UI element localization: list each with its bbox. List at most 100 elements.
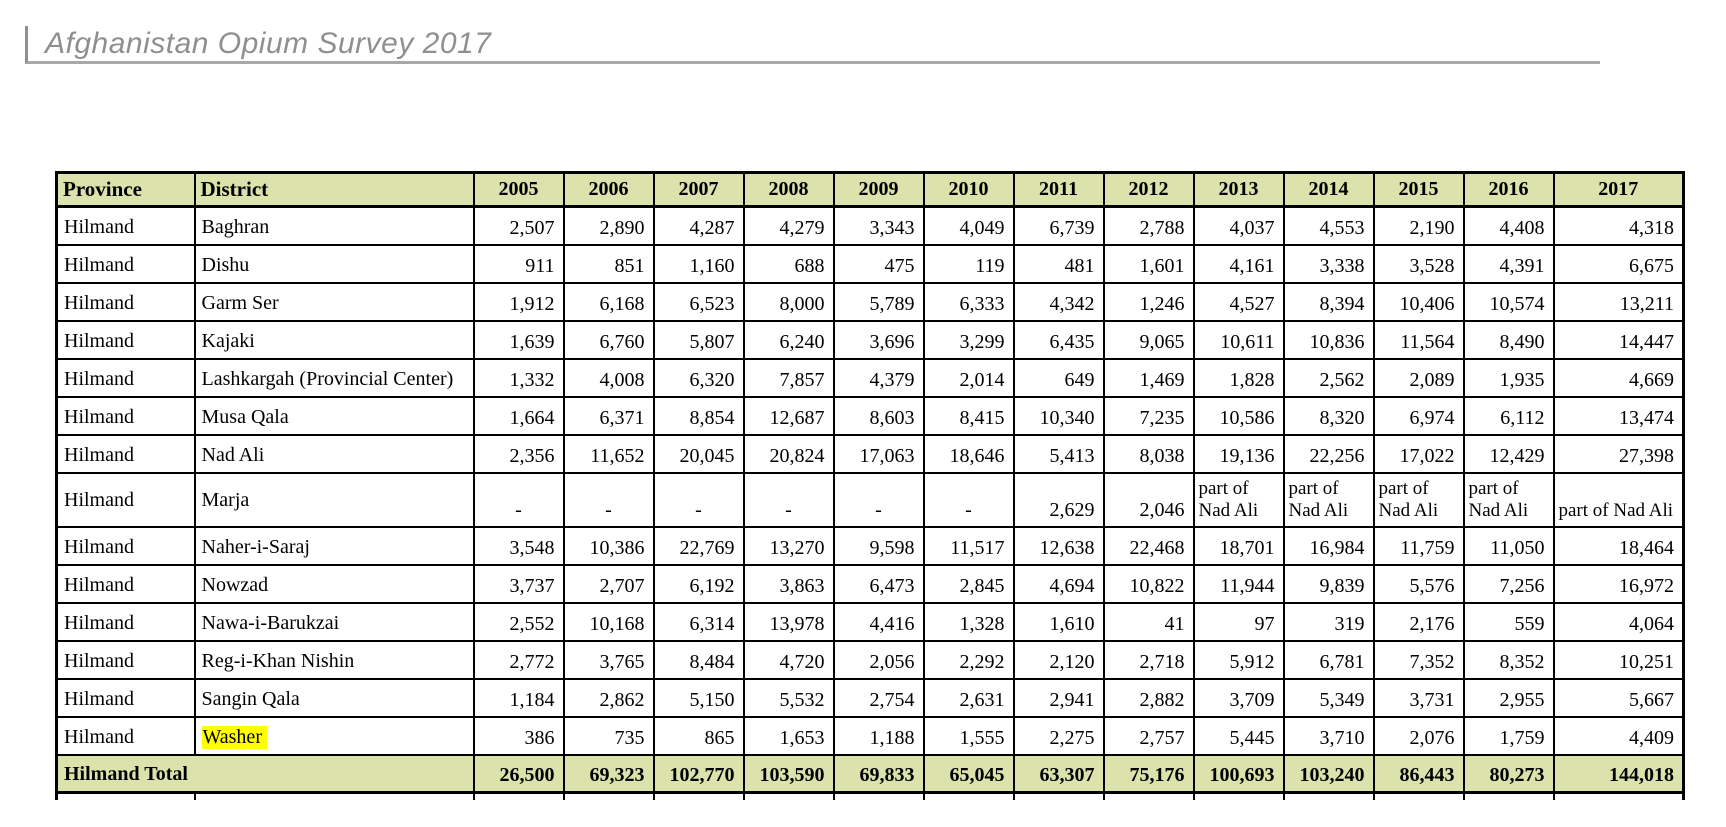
cell-value: 2,120	[1012, 639, 1105, 680]
cell-total-value: 26,500	[472, 753, 565, 794]
cell-value: 3,863	[742, 563, 835, 604]
cell-value: 4,408	[1462, 205, 1555, 246]
cell-value: 2,882	[1102, 677, 1195, 718]
cell-value: 8,038	[1102, 433, 1195, 474]
cell-value: 18,701	[1192, 525, 1285, 566]
cell-province: Hilmand	[55, 525, 196, 566]
cell-province: Hilmand	[55, 601, 196, 642]
cell-province: Hilmand	[55, 433, 196, 474]
cell-value: -	[562, 471, 655, 528]
cell-value: 1,332	[472, 357, 565, 398]
cell-value: 1,639	[472, 319, 565, 360]
cell-value: 5,445	[1192, 715, 1285, 756]
cell-value: 2,707	[562, 563, 655, 604]
cell-value: 14,447	[1552, 319, 1685, 360]
cell-value: 1,184	[472, 677, 565, 718]
cell-value: 6,333	[922, 281, 1015, 322]
cell-value: 9,598	[832, 525, 925, 566]
cell-value: 2,788	[1102, 205, 1195, 246]
cell-value: 4,279	[742, 205, 835, 246]
column-header-2011: 2011	[1012, 171, 1105, 208]
cell-value: 481	[1012, 243, 1105, 284]
cell-value: 7,235	[1102, 395, 1195, 436]
cell-value: 22,468	[1102, 525, 1195, 566]
cell-value: 1,828	[1192, 357, 1285, 398]
cell-value: 9,065	[1102, 319, 1195, 360]
cell-value: 6,371	[562, 395, 655, 436]
cell-value: 10,406	[1372, 281, 1465, 322]
cell-value: -	[472, 471, 565, 528]
column-header-province: Province	[55, 171, 196, 208]
cell-value: 688	[742, 243, 835, 284]
cell-value: 911	[472, 243, 565, 284]
cell-value: 2,056	[832, 639, 925, 680]
cell-value: 2,629	[1012, 471, 1105, 528]
cell-value: 8,320	[1282, 395, 1375, 436]
cell-value: 1,469	[1102, 357, 1195, 398]
cell-value: 2,076	[1372, 715, 1465, 756]
cell-value: 2,562	[1282, 357, 1375, 398]
column-header-district: District	[193, 171, 475, 208]
cropped-cell	[652, 791, 745, 800]
cell-value: 1,912	[472, 281, 565, 322]
cell-value: -	[652, 471, 745, 528]
cell-value: 2,014	[922, 357, 1015, 398]
cell-district: Nawa-i-Barukzai	[193, 601, 475, 642]
cell-value: -	[922, 471, 1015, 528]
cell-value: 6,168	[562, 281, 655, 322]
cell-total-value: 80,273	[1462, 753, 1555, 794]
cell-value: 7,352	[1372, 639, 1465, 680]
cell-value: 3,528	[1372, 243, 1465, 284]
cropped-cell	[1282, 791, 1375, 800]
cell-value: 559	[1462, 601, 1555, 642]
cell-value: 7,256	[1462, 563, 1555, 604]
cell-value: 13,978	[742, 601, 835, 642]
cell-value: 3,696	[832, 319, 925, 360]
cropped-cell	[1552, 791, 1685, 800]
cell-value: -	[832, 471, 925, 528]
cell-value: 2,718	[1102, 639, 1195, 680]
cell-value: -	[742, 471, 835, 528]
document-header: Afghanistan Opium Survey 2017	[25, 26, 1600, 64]
cell-value: 22,256	[1282, 433, 1375, 474]
cell-value: 3,709	[1192, 677, 1285, 718]
cell-value: 4,391	[1462, 243, 1555, 284]
cell-district: Reg-i-Khan Nishin	[193, 639, 475, 680]
cropped-cell	[1462, 791, 1555, 800]
cell-total-value: 103,240	[1282, 753, 1375, 794]
cultivation-table-container: Province District 2005 2006 2007 2008 2009 2010…	[55, 171, 1685, 800]
cell-value: 18,646	[922, 433, 1015, 474]
district-row-sangin-qala: Hilmand Sangin Qala 1,184 2,862 5,150 5,532 2,…	[55, 677, 1685, 718]
cell-value: 1,653	[742, 715, 835, 756]
cell-value: 9,839	[1282, 563, 1375, 604]
cell-value: 2,190	[1372, 205, 1465, 246]
cell-value: 2,292	[922, 639, 1015, 680]
cropped-cell	[922, 791, 1015, 800]
cell-district: Kajaki	[193, 319, 475, 360]
total-row: Hilmand Total 26,500 69,323 102,770 103,590 6…	[55, 753, 1685, 794]
cell-value: 4,037	[1192, 205, 1285, 246]
cell-value: 10,340	[1012, 395, 1105, 436]
cell-value: 1,188	[832, 715, 925, 756]
cell-district: Nad Ali	[193, 433, 475, 474]
cell-total-value: 100,693	[1192, 753, 1285, 794]
cell-value: 4,049	[922, 205, 1015, 246]
cell-total-value: 69,833	[832, 753, 925, 794]
cell-value: 4,318	[1552, 205, 1685, 246]
cell-value: 8,352	[1462, 639, 1555, 680]
cropped-cell	[1102, 791, 1195, 800]
cell-province: Hilmand	[55, 357, 196, 398]
cell-total-value: 86,443	[1372, 753, 1465, 794]
cell-value: 1,664	[472, 395, 565, 436]
cell-value: 4,416	[832, 601, 925, 642]
cell-value: 4,553	[1282, 205, 1375, 246]
cropped-next-row	[55, 791, 1685, 800]
cell-value: 1,601	[1102, 243, 1195, 284]
cell-value: 3,765	[562, 639, 655, 680]
cell-value: 4,694	[1012, 563, 1105, 604]
cell-value: 10,386	[562, 525, 655, 566]
cell-value: 6,320	[652, 357, 745, 398]
cell-district: Dishu	[193, 243, 475, 284]
cropped-cell	[193, 791, 475, 800]
cell-value: 2,356	[472, 433, 565, 474]
